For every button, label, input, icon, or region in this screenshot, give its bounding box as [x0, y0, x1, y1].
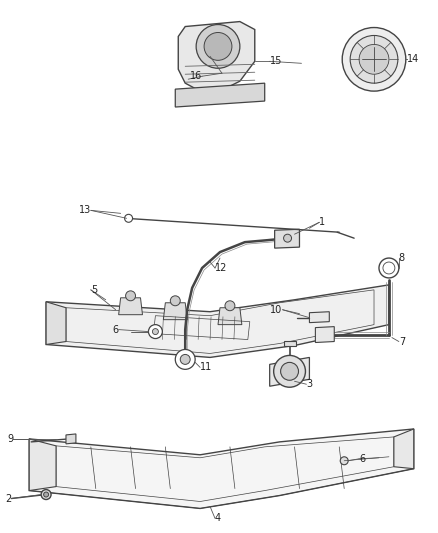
Circle shape: [41, 490, 51, 499]
Circle shape: [359, 44, 389, 74]
Polygon shape: [119, 298, 142, 314]
Text: 12: 12: [215, 263, 227, 273]
Polygon shape: [309, 312, 329, 322]
Text: 9: 9: [7, 434, 13, 444]
Polygon shape: [175, 83, 265, 107]
Text: 16: 16: [190, 71, 202, 81]
Polygon shape: [283, 341, 296, 346]
Circle shape: [44, 492, 49, 497]
Polygon shape: [275, 229, 300, 248]
Circle shape: [126, 291, 135, 301]
Polygon shape: [218, 308, 242, 325]
Polygon shape: [29, 439, 56, 490]
Polygon shape: [66, 434, 76, 444]
Circle shape: [180, 354, 190, 365]
Circle shape: [148, 325, 162, 338]
Text: 2: 2: [5, 494, 11, 504]
Circle shape: [124, 214, 133, 222]
Circle shape: [340, 457, 348, 465]
Text: 1: 1: [319, 217, 325, 227]
Circle shape: [170, 296, 180, 306]
Text: 4: 4: [215, 513, 221, 523]
Circle shape: [204, 33, 232, 60]
Text: 6: 6: [113, 325, 119, 335]
Text: 8: 8: [399, 253, 405, 263]
Text: 14: 14: [407, 54, 419, 64]
Text: 5: 5: [91, 285, 97, 295]
Circle shape: [281, 362, 298, 380]
Text: 13: 13: [78, 205, 91, 215]
Text: 7: 7: [399, 336, 405, 346]
Circle shape: [152, 329, 159, 335]
Text: 6: 6: [359, 454, 365, 464]
Polygon shape: [46, 285, 389, 358]
Polygon shape: [29, 429, 414, 508]
Text: 10: 10: [270, 305, 283, 314]
Circle shape: [379, 258, 399, 278]
Text: 15: 15: [270, 56, 282, 66]
Circle shape: [342, 28, 406, 91]
Text: 3: 3: [307, 379, 313, 389]
Circle shape: [274, 356, 305, 387]
Polygon shape: [315, 327, 334, 343]
Circle shape: [350, 36, 398, 83]
Circle shape: [225, 301, 235, 311]
Polygon shape: [394, 429, 414, 469]
Polygon shape: [270, 358, 309, 386]
Polygon shape: [163, 303, 187, 320]
Circle shape: [175, 350, 195, 369]
Text: 11: 11: [200, 362, 212, 373]
Polygon shape: [178, 21, 255, 91]
Circle shape: [283, 234, 292, 242]
Polygon shape: [46, 302, 66, 344]
Circle shape: [196, 25, 240, 68]
